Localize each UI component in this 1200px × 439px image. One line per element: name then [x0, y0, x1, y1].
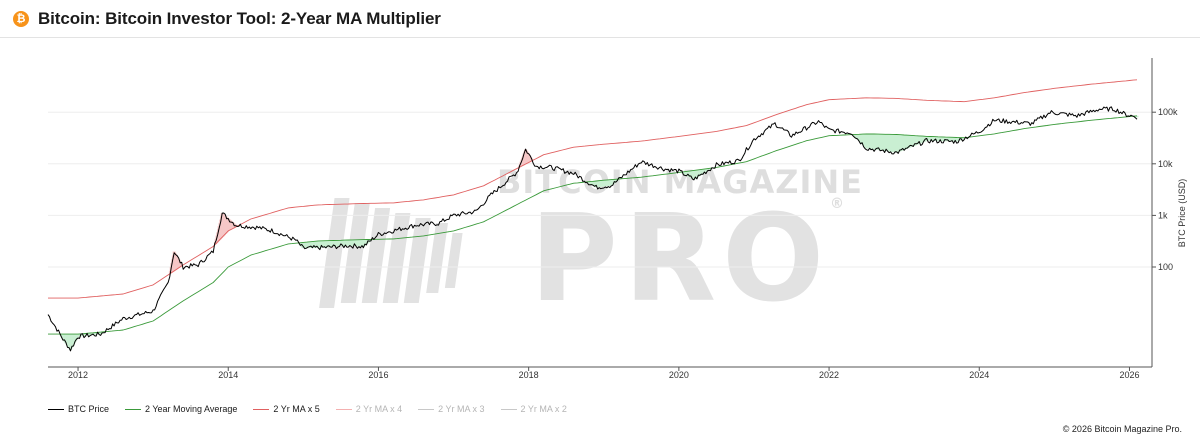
legend-swatch — [125, 408, 142, 410]
y-tick-label-100k: 100k — [1158, 107, 1178, 117]
legend-item-2-yr-ma-x-4[interactable]: 2 Yr MA x 4 — [335, 404, 403, 414]
axes — [48, 58, 1153, 368]
legend-swatch — [335, 408, 352, 410]
legend-swatch — [500, 408, 517, 410]
x-tick-label-2016: 2016 — [368, 370, 388, 380]
watermark-bar-0 — [319, 198, 350, 308]
y-tick-label-100: 100 — [1158, 262, 1173, 272]
header-bar: ₿ Bitcoin: Bitcoin Investor Tool: 2-Year… — [0, 0, 1200, 38]
tick-labels: 2012 2014 2016 2018 2020 2022 2024 2026 100 1k 10k… — [68, 107, 1187, 380]
y-axis-label: BTC Price (USD) — [1177, 179, 1187, 248]
legend-item-2-year-moving-average[interactable]: 2 Year Moving Average — [125, 404, 237, 414]
x-tick-label-2022: 2022 — [819, 370, 839, 380]
x-tick-label-2020: 2020 — [669, 370, 689, 380]
watermark-bar-4 — [403, 218, 431, 303]
legend-item-2-yr-ma-x-2[interactable]: 2 Yr MA x 2 — [500, 404, 567, 414]
legend-label: 2 Yr MA x 3 — [438, 404, 485, 414]
legend-label: BTC Price — [68, 404, 110, 414]
legend-item-2-yr-ma-x-5[interactable]: 2 Yr MA x 5 — [253, 404, 320, 414]
legend-label: 2 Yr MA x 4 — [355, 404, 403, 414]
x-tick-label-2012: 2012 — [68, 370, 88, 380]
copyright-text: © 2026 Bitcoin Magazine Pro. — [1062, 424, 1182, 434]
watermark-registered-mark: ® — [830, 196, 844, 212]
x-tick-label-2018: 2018 — [519, 370, 539, 380]
legend-item-btc-price[interactable]: BTC Price — [48, 404, 109, 414]
legend-label: 2 Year Moving Average — [145, 404, 238, 414]
legend-label: 2 Yr MA x 2 — [520, 404, 567, 414]
x-tick-label-2014: 2014 — [218, 370, 238, 380]
y-tick-label-10k: 10k — [1158, 159, 1173, 169]
legend-swatch — [418, 408, 435, 410]
watermark-bar-5 — [426, 223, 448, 293]
series-line-2-yr-ma-x-5 — [48, 79, 1138, 299]
grid — [48, 111, 1152, 268]
legend-label: 2 Yr MA x 5 — [273, 404, 320, 414]
legend-swatch — [48, 408, 64, 410]
watermark-bar-1 — [340, 203, 370, 303]
page-title: Bitcoin: Bitcoin Investor Tool: 2-Year M… — [38, 9, 441, 28]
y-tick-label-1k: 1k — [1158, 210, 1168, 220]
legend-swatch — [253, 408, 270, 410]
x-tick-label-2026: 2026 — [1119, 370, 1139, 380]
watermark-text-pro: PRO — [530, 190, 830, 329]
legend: BTC Price 2 Year Moving Average 2 Yr MA x … — [48, 402, 583, 416]
bitcoin-logo-icon: ₿ — [13, 11, 29, 27]
x-tick-label-2024: 2024 — [969, 370, 989, 380]
watermark-bar-3 — [382, 213, 411, 303]
series-line-2-year-moving-average — [48, 115, 1138, 335]
series-line-btc-price — [47, 106, 1138, 352]
watermark-bar-6 — [444, 233, 463, 288]
series-lines — [47, 79, 1138, 352]
legend-item-2-yr-ma-x-3[interactable]: 2 Yr MA x 3 — [418, 404, 485, 414]
watermark-bar-2 — [361, 208, 391, 303]
